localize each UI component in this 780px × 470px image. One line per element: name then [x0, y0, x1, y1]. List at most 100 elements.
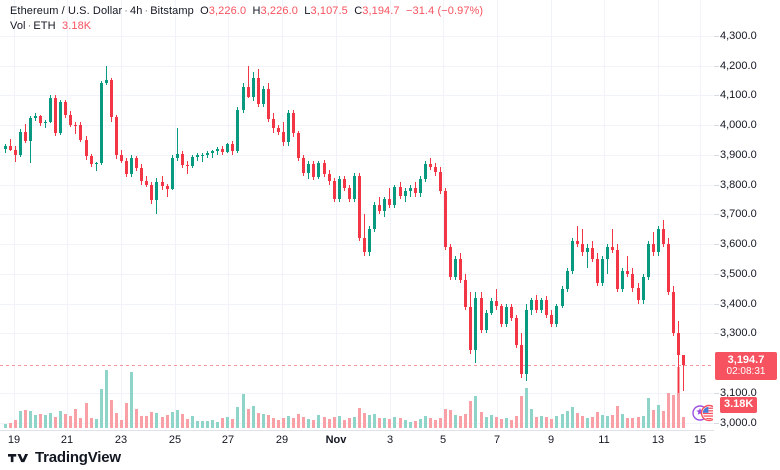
price-axis-tick-dash	[714, 214, 719, 215]
volume-bar	[155, 413, 158, 428]
candle-body	[540, 300, 543, 310]
gridline-vertical	[14, 0, 15, 430]
volume-bar	[358, 408, 361, 428]
volume-bar	[419, 419, 422, 428]
volume-bar	[176, 410, 179, 428]
tradingview-logo[interactable]: TradingView	[8, 449, 121, 466]
volume-bar	[672, 395, 675, 428]
volume-bar	[307, 419, 310, 428]
volume-bar	[39, 414, 42, 428]
candle-wick	[207, 151, 208, 159]
time-axis-tick: 23	[114, 434, 128, 446]
price-axis[interactable]: 3,194.7 02:08:31 3.18K 4,300.0 4,200.0 4,1…	[713, 0, 780, 430]
gridline-vertical	[700, 0, 701, 430]
candle-wick	[96, 162, 97, 172]
candle-body	[145, 181, 148, 185]
volume-bar	[166, 415, 169, 428]
candle-body	[186, 164, 189, 167]
price-axis-tick: 3,700.0	[714, 208, 757, 220]
time-axis-tick: 27	[221, 434, 235, 446]
candle-body	[333, 181, 336, 200]
candle-body	[307, 163, 310, 173]
volume-bar	[520, 396, 523, 428]
volume-bar	[591, 417, 594, 428]
gridline-horizontal	[0, 423, 714, 424]
candle-body	[272, 119, 275, 129]
time-axis-tick: 29	[275, 434, 289, 446]
price-axis-tick-dash	[714, 155, 719, 156]
candle-body	[24, 131, 27, 141]
candle-body	[282, 131, 285, 143]
chart-plot-area[interactable]	[0, 0, 714, 430]
candle-body	[262, 89, 265, 105]
gridline-vertical	[336, 0, 337, 430]
price-axis-tick-dash	[714, 66, 719, 67]
price-axis-tick-dash	[714, 423, 719, 424]
time-axis[interactable]: 19 21 23 25 27 29 Nov 3 5 7 9 11 13 15	[0, 431, 780, 450]
candle-wick	[577, 226, 578, 248]
volume-bar	[429, 418, 432, 428]
us-economic-event-icon[interactable]	[692, 404, 714, 422]
price-axis-tick-dash	[714, 333, 719, 334]
candle-body	[206, 153, 209, 155]
volume-bar	[186, 419, 189, 428]
candle-body	[525, 309, 528, 375]
candle-body	[358, 176, 361, 239]
gridline-horizontal	[0, 274, 714, 275]
candle-body	[155, 181, 158, 201]
candle-body	[181, 154, 184, 165]
volume-badge[interactable]: 3.18K	[720, 397, 758, 413]
volume-bar	[601, 415, 604, 428]
price-axis-tick: 3,600.0	[714, 238, 757, 250]
volume-bar	[161, 417, 164, 428]
volume-bar	[586, 418, 589, 428]
volume-bar	[267, 415, 270, 428]
volume-bar	[125, 403, 128, 428]
candle-body	[576, 241, 579, 245]
candle-wick	[167, 183, 168, 197]
candle-wick	[177, 128, 178, 161]
candle-body	[631, 273, 634, 289]
gridline-horizontal	[0, 36, 714, 37]
volume-bar	[490, 415, 493, 428]
candle-body	[469, 306, 472, 350]
volume-bar	[399, 418, 402, 428]
last-price-badge[interactable]: 3,194.7 02:08:31	[715, 351, 777, 380]
candle-body	[39, 116, 42, 124]
candle-body	[383, 199, 386, 211]
candle-body	[130, 158, 133, 174]
price-axis-tick-dash	[714, 185, 719, 186]
price-axis-tick-dash	[714, 393, 719, 394]
price-axis-tick-dash	[714, 125, 719, 126]
candle-body	[140, 168, 143, 182]
gridline-horizontal	[0, 155, 714, 156]
candle-wick	[612, 229, 613, 253]
volume-bar	[262, 414, 265, 428]
volume-bar	[616, 406, 619, 428]
candle-body	[135, 158, 138, 169]
volume-bar	[652, 410, 655, 428]
time-axis-tick: Nov	[325, 434, 347, 446]
volume-bar	[95, 419, 98, 428]
price-axis-tick: 4,200.0	[714, 60, 757, 72]
candle-wick	[389, 187, 390, 209]
volume-bar	[414, 421, 417, 428]
candle-body	[637, 288, 640, 300]
candle-body	[226, 144, 229, 152]
gridline-vertical	[658, 0, 659, 430]
time-axis-tick: 19	[7, 434, 21, 446]
time-axis-tick: 21	[60, 434, 74, 446]
volume-bar	[424, 416, 427, 428]
volume-bar	[196, 421, 199, 428]
volume-bar	[59, 411, 62, 428]
volume-bar	[74, 409, 77, 428]
candle-body	[4, 145, 7, 149]
volume-bar	[120, 420, 123, 428]
candle-body	[85, 140, 88, 157]
volume-bar	[637, 417, 640, 428]
volume-bar	[611, 415, 614, 428]
candle-body	[409, 187, 412, 191]
time-axis-tick: 11	[598, 434, 610, 446]
candle-body	[242, 87, 245, 111]
candle-body	[439, 172, 442, 191]
